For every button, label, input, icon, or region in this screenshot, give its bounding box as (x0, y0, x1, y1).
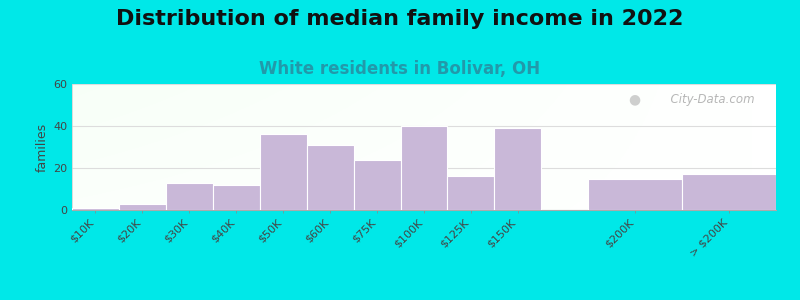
Text: City-Data.com: City-Data.com (663, 93, 755, 106)
Bar (354, 160, 401, 210)
Y-axis label: families: families (36, 122, 49, 172)
Text: ●: ● (628, 92, 640, 106)
Bar (494, 128, 542, 210)
Bar (166, 183, 213, 210)
Text: White residents in Bolivar, OH: White residents in Bolivar, OH (259, 60, 541, 78)
Bar (306, 145, 354, 210)
Bar (682, 174, 776, 210)
Bar (588, 178, 682, 210)
Bar (401, 126, 447, 210)
Bar (119, 204, 166, 210)
Bar (72, 208, 119, 210)
Bar (260, 134, 306, 210)
Text: Distribution of median family income in 2022: Distribution of median family income in … (116, 9, 684, 29)
Bar (447, 176, 494, 210)
Bar (213, 185, 260, 210)
